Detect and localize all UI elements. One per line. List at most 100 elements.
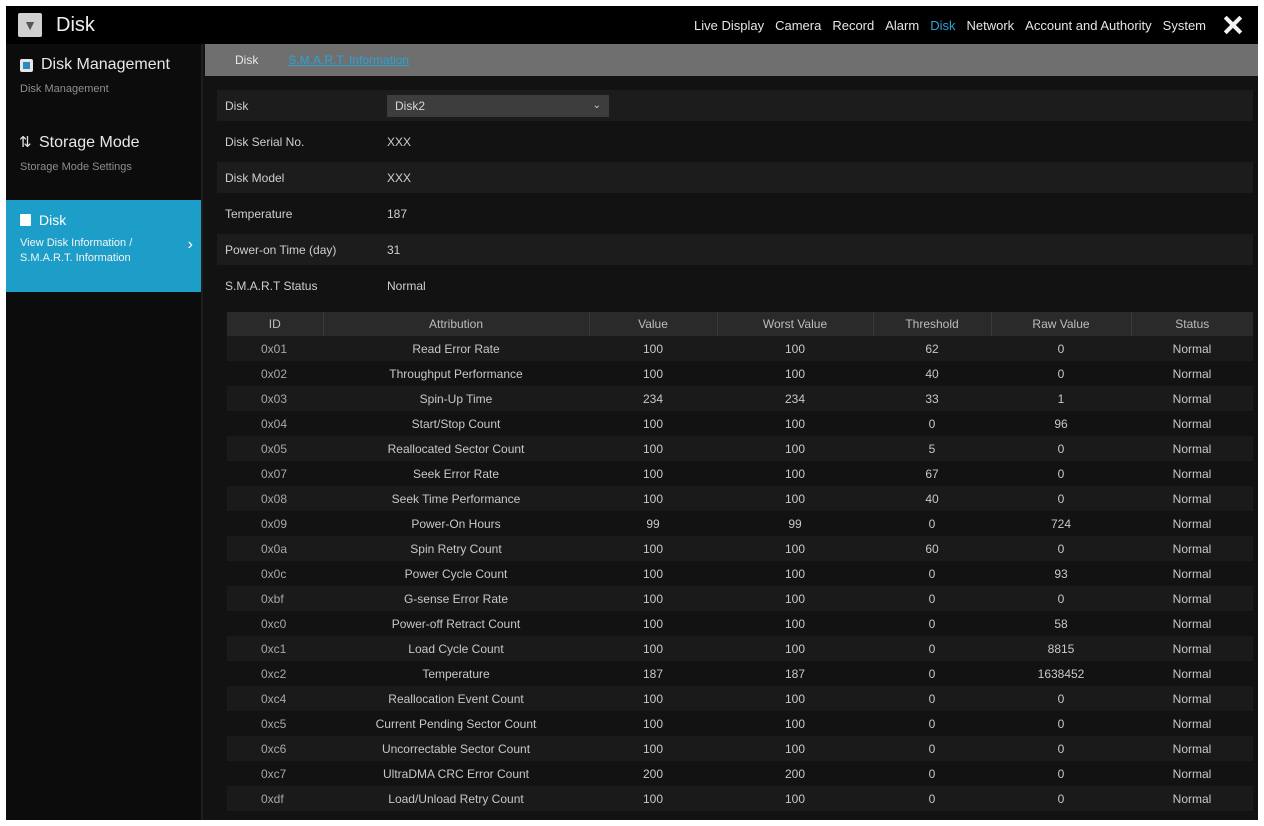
- table-row: 0xc7 UltraDMA CRC Error Count 200 200 0 0 Norm…: [227, 761, 1253, 786]
- cell-raw-value: 96: [991, 411, 1131, 436]
- cell-status: Normal: [1131, 611, 1253, 636]
- cell-worst-value: 100: [717, 561, 873, 586]
- cell-raw-value: 0: [991, 586, 1131, 611]
- cell-worst-value: 100: [717, 786, 873, 811]
- close-icon[interactable]: [1222, 14, 1244, 36]
- cell-value: 100: [589, 336, 717, 361]
- column-header-threshold[interactable]: Threshold: [873, 312, 992, 336]
- column-header-worst-value[interactable]: Worst Value: [717, 312, 874, 336]
- table-row: 0x01 Read Error Rate 100 100 62 0 Normal: [227, 336, 1253, 361]
- cell-id: 0x02: [227, 361, 323, 386]
- nav-record[interactable]: Record: [832, 17, 875, 33]
- cell-worst-value: 100: [717, 636, 873, 661]
- smart-status-label: S.M.A.R.T Status: [225, 278, 318, 293]
- cell-threshold: 5: [873, 436, 991, 461]
- cell-attribution: Load Cycle Count: [323, 636, 589, 661]
- column-header-id[interactable]: ID: [227, 312, 324, 336]
- table-row: 0xc1 Load Cycle Count 100 100 0 8815 Normal: [227, 636, 1253, 661]
- table-header-row: ID Attribution Value Worst Value Thresho…: [227, 312, 1253, 336]
- nav-alarm[interactable]: Alarm: [885, 17, 920, 33]
- storage-mode-icon: [19, 133, 32, 151]
- cell-value: 100: [589, 561, 717, 586]
- cell-threshold: 0: [873, 611, 991, 636]
- model-label: Disk Model: [225, 170, 285, 185]
- tab-bar: Disk S.M.A.R.T. Information: [205, 44, 1258, 76]
- disk-select-value: Disk2: [395, 98, 426, 113]
- cell-attribution: Seek Time Performance: [323, 486, 589, 511]
- tab-disk[interactable]: Disk: [235, 53, 259, 67]
- nav-disk[interactable]: Disk: [930, 17, 956, 33]
- cell-id: 0x0c: [227, 561, 323, 586]
- top-bar: ▼ Disk Live Display Camera Record Alarm …: [6, 6, 1258, 44]
- temperature-label: Temperature: [225, 206, 293, 221]
- cell-threshold: 40: [873, 361, 991, 386]
- cell-id: 0xc5: [227, 711, 323, 736]
- cell-id: 0x07: [227, 461, 323, 486]
- cell-value: 99: [589, 511, 717, 536]
- cell-attribution: Power-off Retract Count: [323, 611, 589, 636]
- cell-worst-value: 100: [717, 711, 873, 736]
- cell-attribution: Seek Error Rate: [323, 461, 589, 486]
- serial-value: XXX: [387, 134, 412, 149]
- cell-status: Normal: [1131, 411, 1253, 436]
- cell-threshold: 0: [873, 561, 991, 586]
- tab-smart-information[interactable]: S.M.A.R.T. Information: [288, 53, 410, 67]
- cell-threshold: 0: [873, 661, 991, 686]
- cell-id: 0x05: [227, 436, 323, 461]
- table-row: 0x02 Throughput Performance 100 100 40 0 Norma…: [227, 361, 1253, 386]
- cell-attribution: Start/Stop Count: [323, 411, 589, 436]
- cell-threshold: 0: [873, 636, 991, 661]
- sidebar-item-disk[interactable]: Disk View Disk Information / S.M.A.R.T. …: [6, 200, 201, 292]
- cell-id: 0xc6: [227, 736, 323, 761]
- cell-worst-value: 100: [717, 486, 873, 511]
- cell-raw-value: 0: [991, 361, 1131, 386]
- nav-network[interactable]: Network: [966, 17, 1015, 33]
- cell-raw-value: 0: [991, 336, 1131, 361]
- cell-threshold: 0: [873, 586, 991, 611]
- cell-attribution: G-sense Error Rate: [323, 586, 589, 611]
- disk-icon: [20, 214, 31, 226]
- column-header-raw-value[interactable]: Raw Value: [991, 312, 1132, 336]
- cell-id: 0x03: [227, 386, 323, 411]
- cell-value: 100: [589, 786, 717, 811]
- cell-threshold: 0: [873, 511, 991, 536]
- table-row: 0xc6 Uncorrectable Sector Count 100 100 0 0 No…: [227, 736, 1253, 761]
- sidebar-item-disk-management[interactable]: Disk Management Disk Management: [6, 44, 201, 122]
- cell-attribution: Spin Retry Count: [323, 536, 589, 561]
- cell-status: Normal: [1131, 461, 1253, 486]
- serial-label: Disk Serial No.: [225, 134, 305, 149]
- column-header-attribution[interactable]: Attribution: [323, 312, 590, 336]
- disk-row: Disk Disk2 ⌄: [217, 90, 1253, 121]
- cell-attribution: Current Pending Sector Count: [323, 711, 589, 736]
- nav-system[interactable]: System: [1162, 17, 1206, 33]
- cell-attribution: Power Cycle Count: [323, 561, 589, 586]
- cell-worst-value: 100: [717, 461, 873, 486]
- window-title: Disk: [56, 13, 95, 36]
- cell-worst-value: 200: [717, 761, 873, 786]
- table-row: 0x03 Spin-Up Time 234 234 33 1 Normal: [227, 386, 1253, 411]
- cell-id: 0xc0: [227, 611, 323, 636]
- table-row: 0xbf G-sense Error Rate 100 100 0 0 Normal: [227, 586, 1253, 611]
- cell-raw-value: 0: [991, 436, 1131, 461]
- cell-worst-value: 100: [717, 536, 873, 561]
- column-header-status[interactable]: Status: [1131, 312, 1253, 336]
- disk-label: Disk: [225, 98, 249, 113]
- nav-live-display[interactable]: Live Display: [693, 17, 765, 33]
- serial-row: Disk Serial No. XXX: [217, 126, 1253, 157]
- nav-camera[interactable]: Camera: [775, 17, 822, 33]
- cell-threshold: 0: [873, 761, 991, 786]
- sidebar-item-storage-mode[interactable]: Storage Mode Storage Mode Settings: [6, 122, 201, 200]
- cell-attribution: UltraDMA CRC Error Count: [323, 761, 589, 786]
- cell-value: 100: [589, 536, 717, 561]
- cell-id: 0x09: [227, 511, 323, 536]
- disk-management-icon: [20, 58, 33, 72]
- model-value: XXX: [387, 170, 412, 185]
- table-row: 0xc5 Current Pending Sector Count 100 100 0 0…: [227, 711, 1253, 736]
- table-row: 0xc4 Reallocation Event Count 100 100 0 0 Norm…: [227, 686, 1253, 711]
- column-header-value[interactable]: Value: [589, 312, 718, 336]
- table-row: 0x04 Start/Stop Count 100 100 0 96 Normal: [227, 411, 1253, 436]
- cell-attribution: Throughput Performance: [323, 361, 589, 386]
- nav-account-authority[interactable]: Account and Authority: [1025, 17, 1152, 33]
- disk-select[interactable]: Disk2 ⌄: [387, 94, 609, 117]
- sidebar-item-subtitle: Disk Management: [20, 83, 109, 95]
